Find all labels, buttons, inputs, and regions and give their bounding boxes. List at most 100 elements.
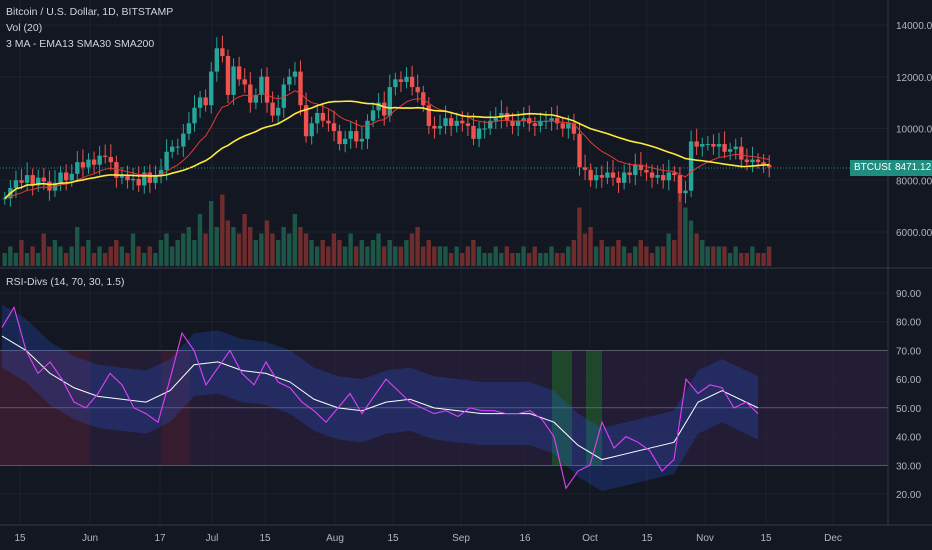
volume-bar bbox=[80, 246, 85, 266]
candle-body bbox=[582, 167, 588, 170]
volume-bar bbox=[2, 253, 7, 266]
candle-body bbox=[616, 177, 621, 183]
volume-bar bbox=[342, 246, 348, 266]
volume-bar bbox=[655, 246, 660, 266]
volume-bar bbox=[398, 246, 404, 266]
time-axis-label: Jun bbox=[82, 533, 98, 544]
candle-body bbox=[281, 84, 286, 108]
volume-bar bbox=[147, 246, 152, 266]
volume-bar bbox=[197, 214, 203, 266]
volume-bar bbox=[225, 220, 231, 266]
candle-body bbox=[292, 71, 298, 77]
volume-bar bbox=[616, 240, 621, 266]
candle-body bbox=[627, 172, 632, 176]
candle-body bbox=[24, 175, 30, 183]
candle-body bbox=[103, 155, 108, 157]
volume-bar bbox=[376, 233, 381, 266]
volume-bar bbox=[298, 227, 303, 266]
candle-body bbox=[337, 131, 342, 145]
candle-body bbox=[605, 172, 610, 178]
time-axis[interactable]: 15 Jun 17 Jul 15 Aug 15 Sep 16 Oct 15 Nov 15 Dec bbox=[14, 533, 841, 544]
volume-bar bbox=[354, 246, 359, 266]
candle-body bbox=[711, 144, 716, 147]
volume-bar bbox=[35, 253, 41, 266]
candle-body bbox=[259, 76, 264, 95]
time-axis-label: 15 bbox=[641, 533, 653, 544]
rsi-axis[interactable]: 90.00 80.00 70.00 60.00 50.00 40.00 30.00 20.00 bbox=[896, 289, 921, 501]
candle-body bbox=[142, 172, 147, 186]
volume-bar bbox=[699, 240, 705, 266]
volume-bar bbox=[538, 253, 543, 266]
volume-bar bbox=[30, 246, 35, 266]
volume-bar bbox=[119, 246, 125, 266]
candle-body bbox=[125, 175, 130, 181]
candle-body bbox=[655, 175, 660, 178]
volume-bar bbox=[499, 253, 504, 266]
candle-body bbox=[515, 120, 521, 126]
price-axis[interactable]: 14000.00 12000.00 10000.00 8000.00 6000.00 bbox=[896, 21, 932, 239]
volume-bar bbox=[750, 246, 755, 266]
candle-body bbox=[315, 112, 320, 124]
price-axis-label: 12000.00 bbox=[896, 73, 932, 84]
candle-body bbox=[454, 120, 459, 126]
symbol-title[interactable]: Bitcoin / U.S. Dollar, 1D, BITSTAMP bbox=[6, 6, 174, 18]
volume-bar bbox=[97, 246, 102, 266]
volume-bar bbox=[314, 246, 320, 266]
candle-body bbox=[727, 149, 733, 152]
time-axis-label: Dec bbox=[824, 533, 842, 544]
candle-body bbox=[41, 177, 47, 182]
candle-body bbox=[633, 164, 638, 176]
candle-body bbox=[421, 92, 426, 106]
volume-bar bbox=[588, 227, 593, 266]
time-axis-label: Jul bbox=[206, 533, 219, 544]
candle-body bbox=[560, 123, 565, 129]
volume-bar bbox=[437, 246, 443, 266]
volume-bar bbox=[24, 253, 30, 266]
candle-body bbox=[30, 175, 35, 186]
ma-indicator-label[interactable]: 3 MA - EMA13 SMA30 SMA200 bbox=[6, 38, 155, 50]
volume-bar bbox=[47, 246, 52, 266]
volume-bar bbox=[259, 233, 264, 266]
volume-bar bbox=[582, 233, 588, 266]
candle-body bbox=[203, 97, 208, 106]
candle-body bbox=[415, 87, 420, 93]
volume-bar bbox=[571, 240, 577, 266]
candle-body bbox=[588, 169, 593, 181]
volume-bar bbox=[504, 246, 510, 266]
candle-body bbox=[716, 144, 722, 147]
volume-bar bbox=[426, 240, 431, 266]
volume-bar bbox=[448, 253, 454, 266]
candle-body bbox=[169, 146, 175, 152]
candle-body bbox=[63, 172, 69, 181]
volume-bar bbox=[660, 246, 666, 266]
candle-body bbox=[482, 128, 487, 130]
rsi-axis-label: 90.00 bbox=[896, 289, 921, 300]
volume-bar bbox=[19, 240, 24, 266]
candle-body bbox=[264, 76, 270, 103]
candle-body bbox=[499, 112, 504, 119]
volume-bar bbox=[638, 240, 643, 266]
volume-bar bbox=[761, 253, 766, 266]
volume-bar bbox=[549, 246, 554, 266]
rsi-background-zones bbox=[0, 304, 888, 492]
volume-bar bbox=[370, 240, 376, 266]
volume-bar bbox=[404, 240, 409, 266]
candle-body bbox=[164, 151, 169, 170]
volume-bar bbox=[75, 227, 80, 266]
volume-bar bbox=[610, 246, 616, 266]
candle-body bbox=[393, 79, 398, 88]
candle-body bbox=[437, 125, 443, 129]
volume-bar bbox=[666, 233, 671, 266]
volume-bar bbox=[331, 233, 337, 266]
candle-body bbox=[493, 118, 498, 121]
candle-body bbox=[197, 97, 203, 108]
candle-body bbox=[86, 159, 91, 168]
volume-bar bbox=[526, 253, 532, 266]
rsi-indicator-label[interactable]: RSI-Divs (14, 70, 30, 1.5) bbox=[6, 276, 125, 288]
candle-body bbox=[409, 76, 415, 88]
candle-body bbox=[75, 162, 80, 174]
volume-bar bbox=[114, 240, 119, 266]
candle-body bbox=[220, 48, 225, 57]
volume-indicator-label[interactable]: Vol (20) bbox=[6, 22, 43, 34]
